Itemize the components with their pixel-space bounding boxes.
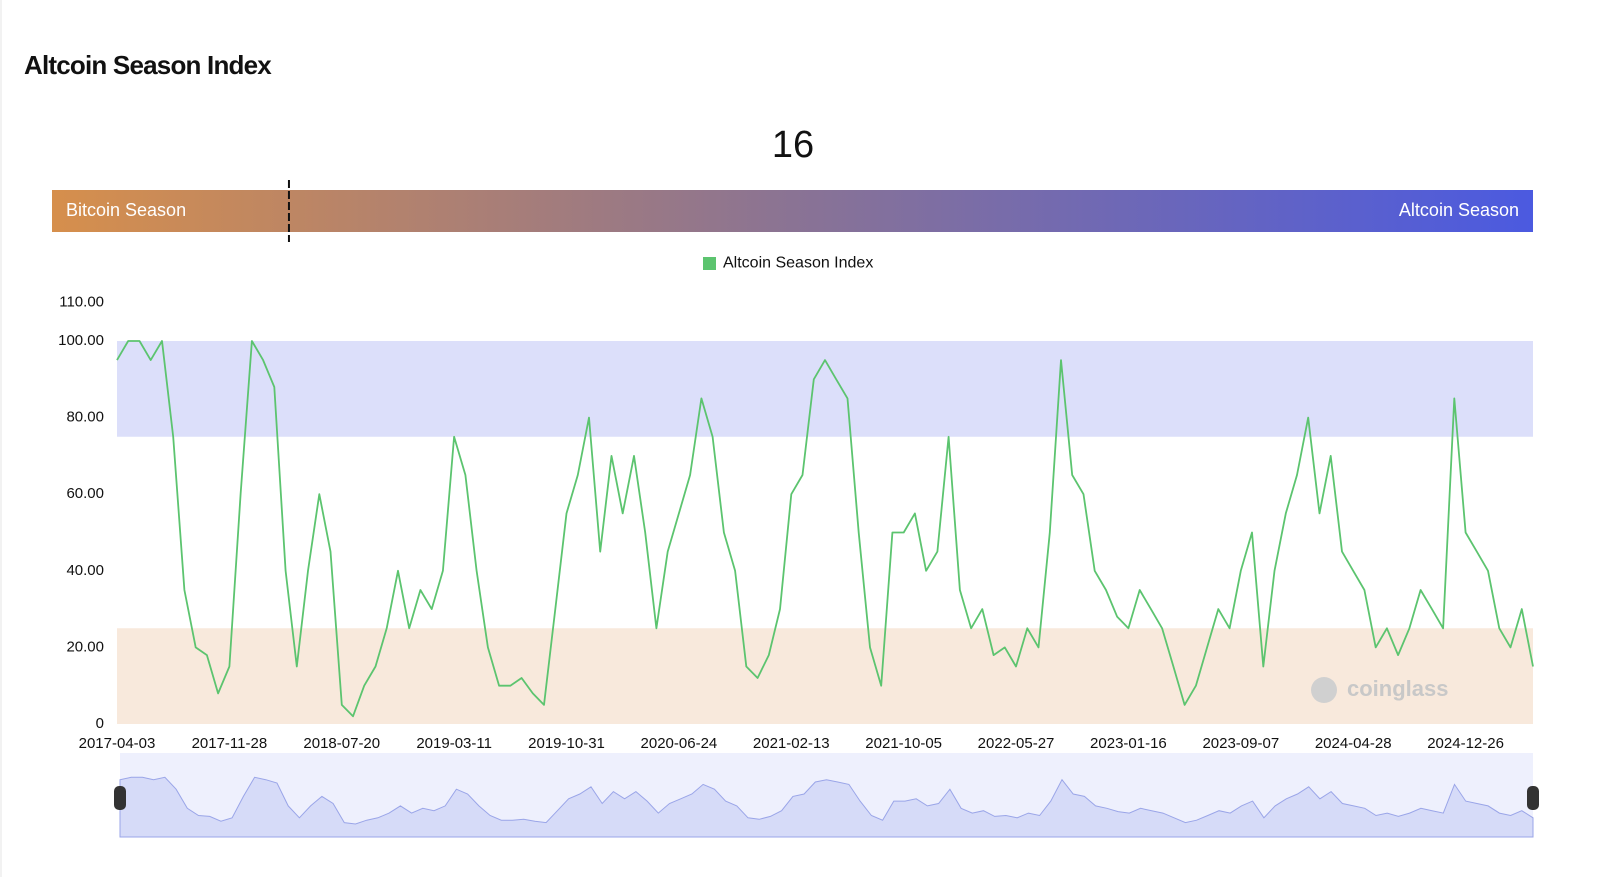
legend-label: Altcoin Season Index	[723, 255, 873, 272]
gauge-right-label: Altcoin Season	[1399, 200, 1519, 220]
x-tick-label: 2019-10-31	[528, 735, 605, 752]
x-tick-label: 2021-10-05	[865, 735, 942, 752]
band	[117, 628, 1533, 724]
gauge-bar	[52, 190, 1533, 232]
y-tick-label: 0	[96, 715, 104, 732]
navigator-handle[interactable]	[1527, 786, 1539, 810]
x-tick-label: 2019-03-11	[416, 735, 492, 752]
x-tick-label: 2023-09-07	[1202, 735, 1279, 752]
y-tick-label: 60.00	[66, 485, 104, 502]
y-tick-label: 110.00	[59, 294, 104, 311]
legend-swatch	[703, 257, 716, 270]
watermark-icon	[1311, 677, 1337, 703]
gauge-value: 16	[772, 124, 814, 166]
x-tick-label: 2020-06-24	[641, 735, 718, 752]
x-tick-label: 2021-02-13	[753, 735, 830, 752]
page-title: Altcoin Season Index	[24, 50, 272, 80]
series-line	[116, 340, 1534, 718]
watermark: coinglass	[1347, 676, 1448, 701]
y-tick-label: 100.00	[58, 332, 104, 349]
band	[117, 341, 1533, 437]
gauge-left-label: Bitcoin Season	[66, 200, 186, 220]
y-tick-label: 40.00	[66, 562, 104, 579]
y-tick-label: 20.00	[66, 638, 104, 655]
x-tick-label: 2024-12-26	[1427, 735, 1504, 752]
x-tick-label: 2023-01-16	[1090, 735, 1167, 752]
x-tick-label: 2024-04-28	[1315, 735, 1392, 752]
y-tick-label: 80.00	[66, 409, 104, 426]
x-tick-label: 2018-07-20	[303, 735, 380, 752]
navigator-handle[interactable]	[114, 786, 126, 810]
x-tick-label: 2022-05-27	[978, 735, 1055, 752]
x-tick-label: 2017-04-03	[79, 735, 156, 752]
x-tick-label: 2017-11-28	[192, 735, 268, 752]
navigator-area	[119, 776, 1534, 838]
